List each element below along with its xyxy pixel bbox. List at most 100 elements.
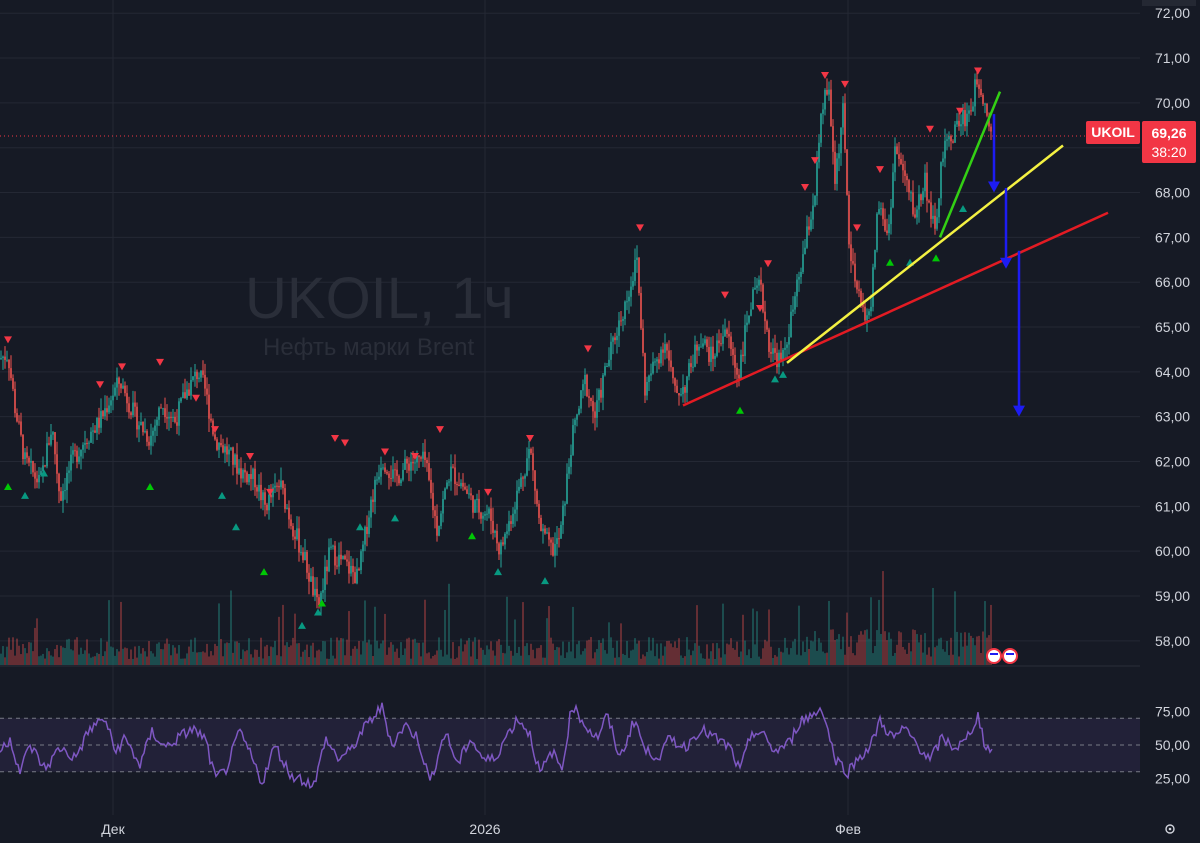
price-axis[interactable]: 58,00 59,00 60,00 61,00 62,00 63,00 64,00 65,00… [1155, 5, 1190, 649]
candle-body [838, 153, 840, 159]
candle-body [300, 552, 302, 554]
volume-bar [688, 649, 690, 665]
price-tag-symbol-box [1086, 121, 1140, 144]
volume-bar [66, 639, 68, 665]
rsi-axis[interactable]: 25,00 50,00 75,00 [1155, 704, 1190, 787]
candle-body [266, 504, 268, 511]
candle-body [30, 461, 32, 463]
volume-bar [624, 655, 626, 665]
volume-bar [852, 653, 854, 665]
volume-bar [580, 654, 582, 665]
sell-signal-marker [118, 363, 126, 371]
price-tag: UKOIL 69,26 38:20 [1086, 121, 1196, 163]
volume-bar [854, 655, 856, 665]
volume-bar [528, 655, 530, 665]
candle-body [138, 425, 140, 430]
candle-body [10, 368, 12, 379]
trendlines[interactable] [682, 91, 1109, 407]
sell-signal-marker [821, 71, 829, 79]
volume-bar [588, 639, 590, 665]
candle-body [780, 352, 782, 360]
volume-bar [442, 656, 444, 665]
volume-bar [484, 654, 486, 665]
candle-body [150, 435, 152, 446]
volume-bar [754, 644, 756, 665]
candle-body [986, 103, 988, 116]
candle-body [36, 478, 38, 483]
volume-bar [280, 656, 282, 665]
candle-body [664, 344, 666, 353]
volume-bar [116, 649, 118, 665]
volume-bar [320, 651, 322, 665]
us-flag-icon[interactable] [1002, 648, 1018, 664]
volume-bar [726, 643, 728, 665]
volume-bar [260, 637, 262, 665]
candle-body [570, 454, 572, 467]
candle-body [432, 492, 434, 511]
candle-body [572, 425, 574, 455]
candle-body [898, 154, 900, 160]
volume-bar [154, 656, 156, 665]
candle-body [824, 89, 826, 110]
settings-gear-icon[interactable] [1165, 824, 1175, 834]
candle-body [312, 576, 314, 596]
volume-bar [460, 638, 462, 665]
volume-bar [190, 639, 192, 665]
volume-bar [386, 654, 388, 665]
candle-body [374, 479, 376, 502]
volume-bar [794, 638, 796, 665]
candle-body [224, 446, 226, 453]
volume-bar [94, 656, 96, 665]
candle-body [8, 359, 10, 369]
candle-body [286, 507, 288, 509]
volume-bar [174, 647, 176, 665]
volume-bar [476, 658, 478, 665]
volume-bar [848, 646, 850, 665]
volume-bar [490, 641, 492, 665]
candle-body [310, 576, 312, 582]
volume-bar [712, 643, 714, 665]
volume-bar [894, 653, 896, 665]
candle-body [940, 162, 942, 199]
volume-bar [248, 638, 250, 665]
volume-bar [920, 634, 922, 665]
candle-body [798, 276, 800, 280]
arrow-drawings[interactable] [988, 114, 1025, 417]
volume-bar [928, 647, 930, 665]
candle-body [678, 393, 680, 396]
candle-body [750, 309, 752, 316]
trendline[interactable] [786, 144, 1064, 364]
trendline[interactable] [682, 211, 1109, 407]
time-axis-label: 2026 [469, 821, 500, 837]
volume-bar [134, 646, 136, 665]
sell-signal-marker [266, 488, 274, 496]
candle-body [860, 290, 862, 305]
candle-body [152, 430, 154, 436]
volume-bar [90, 657, 92, 665]
candle-body [574, 419, 576, 426]
top-axis-scroll-handle[interactable] [1142, 0, 1196, 6]
volume-bar [900, 632, 902, 665]
volume-bar [586, 640, 588, 665]
time-axis[interactable]: Дек 2026 Фев [101, 821, 861, 837]
candle-body [392, 469, 394, 479]
trendline[interactable] [938, 91, 1002, 238]
volume-bar [776, 656, 778, 665]
volume-bar [888, 632, 890, 665]
volume-bar [274, 640, 276, 665]
us-flag-icon[interactable] [986, 648, 1002, 664]
candle-body [706, 339, 708, 348]
event-icons[interactable] [986, 648, 1018, 664]
candle-body [682, 387, 684, 395]
candle-body [632, 281, 634, 287]
candle-body [94, 430, 96, 433]
sell-signal-marker [721, 291, 729, 299]
buy-signal-marker [736, 406, 744, 414]
volume-bar [542, 657, 544, 665]
candle-body [686, 376, 688, 393]
candle-body [708, 347, 710, 362]
price-axis-label: 62,00 [1155, 454, 1190, 470]
candle-body [810, 219, 812, 230]
candle-body [508, 521, 510, 532]
